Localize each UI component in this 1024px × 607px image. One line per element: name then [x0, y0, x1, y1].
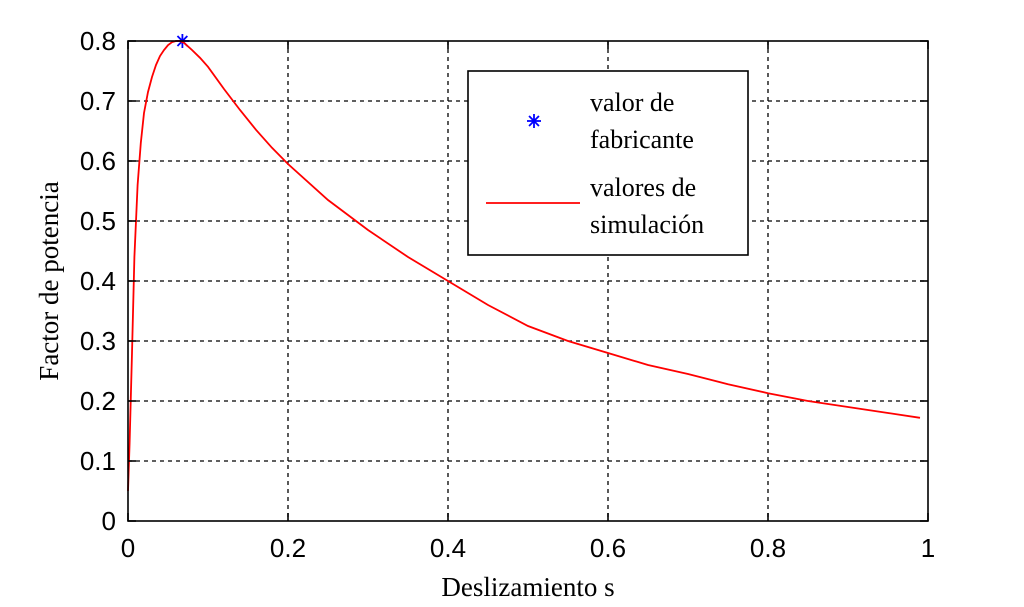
y-tick-label: 0.2 — [80, 386, 116, 416]
x-tick-label: 1 — [921, 533, 935, 563]
legend: valor de fabricante valores de simulación — [467, 70, 749, 256]
y-tick-label: 0.4 — [80, 266, 116, 296]
legend-box — [467, 70, 749, 256]
legend-line-1: valor de — [590, 88, 674, 117]
legend-line-1: valores de — [590, 173, 696, 202]
legend-entry-valor-de-fabricante: valor de fabricante — [590, 88, 694, 154]
x-tick-label: 0 — [121, 533, 135, 563]
y-tick-label: 0.7 — [80, 86, 116, 116]
legend-asterisk-marker — [527, 114, 541, 128]
y-tick-label: 0.8 — [80, 26, 116, 56]
y-tick-label: 0.1 — [80, 446, 116, 476]
legend-entry-valores-de-simulacion: valores de simulación — [590, 173, 704, 239]
x-axis-label: Deslizamiento s — [441, 572, 614, 602]
legend-line-2: fabricante — [590, 125, 694, 154]
x-tick-label: 0.2 — [270, 533, 306, 563]
y-tick-label: 0 — [102, 506, 116, 536]
x-tick-label: 0.8 — [750, 533, 786, 563]
y-axis-label: Factor de potencia — [34, 181, 64, 380]
x-tick-label: 0.6 — [590, 533, 626, 563]
y-tick-label: 0.6 — [80, 146, 116, 176]
x-tick-label: 0.4 — [430, 533, 466, 563]
x-tick-labels: 0 0.2 0.4 0.6 0.8 1 — [121, 533, 935, 563]
asterisk-stroke — [528, 115, 540, 127]
axis-ticks — [127, 40, 929, 522]
y-tick-label: 0.5 — [80, 206, 116, 236]
legend-line-2: simulación — [590, 210, 704, 239]
legend-asterisk — [527, 114, 541, 128]
series-line-simulacion — [127, 40, 921, 492]
y-tick-labels: 0 0.1 0.2 0.3 0.4 0.5 0.6 0.7 0.8 — [80, 26, 116, 536]
y-tick-label: 0.3 — [80, 326, 116, 356]
